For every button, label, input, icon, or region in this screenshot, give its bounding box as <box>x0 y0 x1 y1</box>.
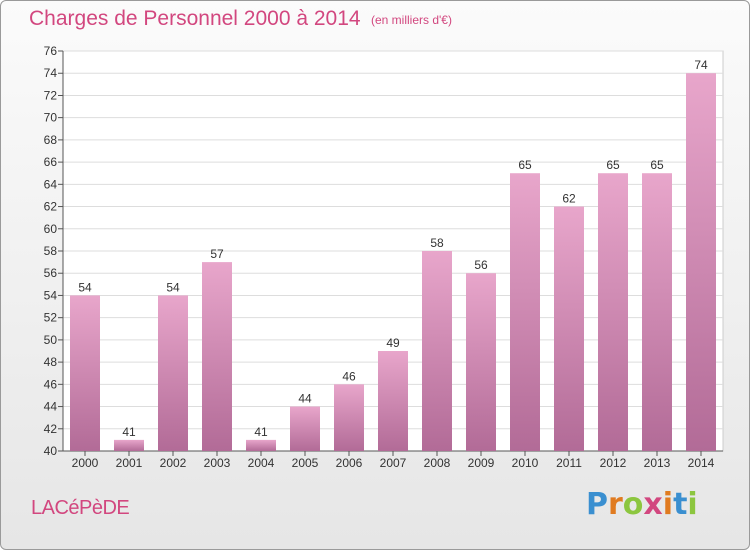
chart-subtitle: (en milliers d'€) <box>371 13 452 27</box>
y-tick-label: 60 <box>44 222 58 236</box>
bar-2012 <box>598 173 628 451</box>
x-tick-label-2012: 2012 <box>600 456 627 470</box>
x-tick-label-2003: 2003 <box>204 456 231 470</box>
place-name: LACéPèDE <box>31 497 130 519</box>
y-tick-label: 70 <box>44 111 58 125</box>
x-tick-label-2013: 2013 <box>644 456 671 470</box>
logo-letter: r <box>608 487 623 522</box>
logo-letter: P <box>586 487 608 522</box>
bar-2007 <box>378 351 408 451</box>
y-tick-label: 50 <box>44 333 58 347</box>
y-tick-label: 68 <box>44 133 58 147</box>
value-label-2014: 74 <box>694 58 708 72</box>
bar-2004 <box>246 439 276 451</box>
x-tick-label-2011: 2011 <box>556 456 582 470</box>
y-tick-label: 66 <box>44 155 58 169</box>
logo-letter: x <box>643 487 663 522</box>
y-tick-label: 44 <box>44 400 58 414</box>
logo-letter: i <box>662 487 674 522</box>
x-tick-label-2007: 2007 <box>380 456 407 470</box>
x-tick-label-2006: 2006 <box>336 456 363 470</box>
value-label-2013: 65 <box>650 158 664 172</box>
value-label-2012: 65 <box>606 158 620 172</box>
y-tick-label: 54 <box>44 288 58 302</box>
y-tick-label: 52 <box>44 311 58 325</box>
y-tick-label: 58 <box>44 244 58 258</box>
y-tick-label: 76 <box>44 44 58 58</box>
x-tick-label-2004: 2004 <box>248 456 275 470</box>
y-tick-label: 64 <box>44 177 58 191</box>
x-tick-label-2000: 2000 <box>72 456 99 470</box>
bar-2005 <box>290 406 320 451</box>
x-tick-label-2008: 2008 <box>424 456 451 470</box>
bar-2008 <box>422 251 452 451</box>
bar-2013 <box>642 173 672 451</box>
chart-title: Charges de Personnel 2000 à 2014 <box>29 7 361 30</box>
x-tick-label-2009: 2009 <box>468 456 495 470</box>
value-label-2010: 65 <box>518 158 532 172</box>
logo-letter: t <box>673 487 688 522</box>
bar-2006 <box>334 384 364 451</box>
proxiti-logo: Proxiti <box>586 487 698 522</box>
value-label-2011: 62 <box>562 192 576 206</box>
y-tick-label: 56 <box>44 266 58 280</box>
value-label-2006: 46 <box>342 369 356 383</box>
value-label-2007: 49 <box>386 336 400 350</box>
x-tick-label-2010: 2010 <box>512 456 539 470</box>
bar-2014 <box>686 73 716 451</box>
value-label-2008: 58 <box>430 236 444 250</box>
value-label-2005: 44 <box>298 392 312 406</box>
y-tick-label: 46 <box>44 377 58 391</box>
x-tick-label-2005: 2005 <box>292 456 319 470</box>
bar-2003 <box>202 262 232 451</box>
value-label-2000: 54 <box>78 280 92 294</box>
value-label-2001: 41 <box>122 425 136 439</box>
y-tick-label: 42 <box>44 422 58 436</box>
value-label-2009: 56 <box>474 258 488 272</box>
logo-letter: o <box>622 487 644 522</box>
value-label-2004: 41 <box>254 425 268 439</box>
x-tick-label-2001: 2001 <box>116 456 143 470</box>
bar-2001 <box>114 439 144 451</box>
x-tick-label-2014: 2014 <box>688 456 715 470</box>
x-tick-label-2002: 2002 <box>160 456 187 470</box>
logo-letter: i <box>687 487 698 522</box>
bar-2002 <box>158 295 188 451</box>
bar-2000 <box>70 295 100 451</box>
y-tick-label: 62 <box>44 200 58 214</box>
y-tick-label: 40 <box>44 444 58 458</box>
bar-2010 <box>510 173 540 451</box>
bar-2011 <box>554 206 584 451</box>
y-tick-label: 48 <box>44 355 58 369</box>
value-label-2003: 57 <box>210 247 224 261</box>
y-tick-label: 72 <box>44 88 58 102</box>
bar-2009 <box>466 273 496 451</box>
value-label-2002: 54 <box>166 280 180 294</box>
y-tick-label: 74 <box>44 66 58 80</box>
